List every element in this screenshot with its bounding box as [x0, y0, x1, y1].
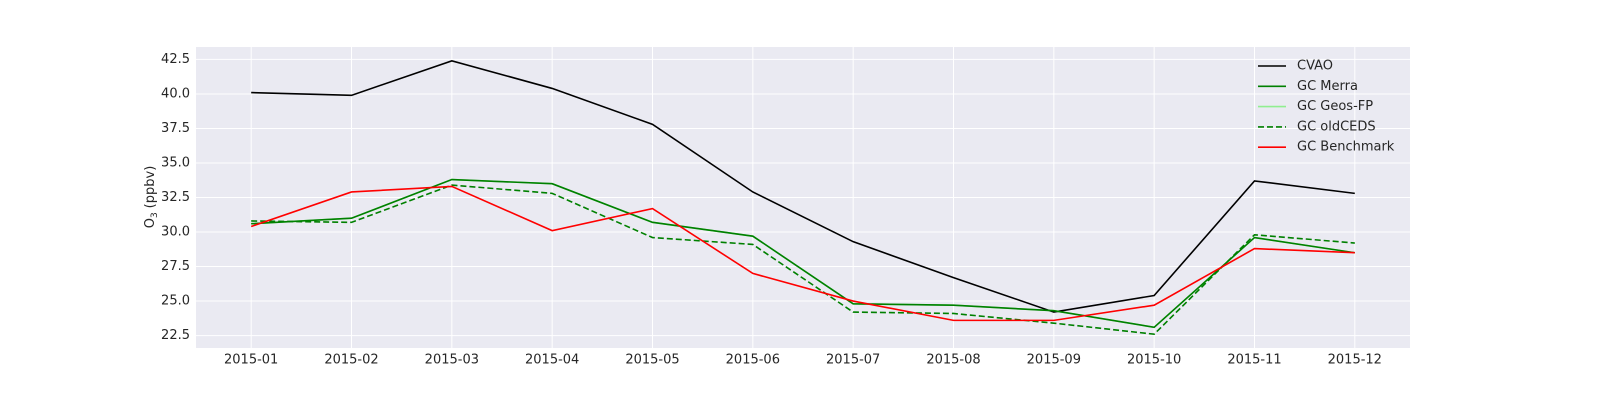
y-tick-label: 40.0	[161, 86, 190, 101]
y-tick-label: 37.5	[161, 121, 190, 136]
x-tick-label: 2015-08	[926, 353, 980, 368]
x-tick-label: 2015-06	[726, 353, 780, 368]
x-tick-label: 2015-01	[224, 353, 278, 368]
legend-label: CVAO	[1297, 59, 1333, 74]
y-tick-label: 25.0	[161, 294, 190, 309]
y-label-base: O	[143, 218, 158, 228]
y-tick-label: 30.0	[161, 225, 190, 240]
x-tick-label: 2015-07	[826, 353, 880, 368]
x-tick-label: 2015-04	[525, 353, 579, 368]
legend-label: GC Geos-FP	[1297, 99, 1373, 114]
y-tick-label: 35.0	[161, 155, 190, 170]
legend-label: GC oldCEDS	[1297, 119, 1376, 134]
legend-label: GC Merra	[1297, 79, 1358, 94]
x-tick-label: 2015-02	[324, 353, 378, 368]
y-tick-label: 27.5	[161, 259, 190, 274]
y-tick-label: 22.5	[161, 328, 190, 343]
y-tick-label: 32.5	[161, 190, 190, 205]
x-tick-label: 2015-09	[1027, 353, 1081, 368]
y-tick-label: 42.5	[161, 52, 190, 67]
series-line	[250, 185, 1355, 322]
legend-label: GC Benchmark	[1297, 140, 1395, 155]
series-line	[251, 178, 1355, 329]
y-axis-label: O3 (ppbv)	[143, 166, 160, 229]
x-tick-label: 2015-03	[425, 353, 479, 368]
x-tick-label: 2015-10	[1127, 353, 1181, 368]
x-tick-label: 2015-05	[625, 353, 679, 368]
x-tick-label: 2015-11	[1227, 353, 1281, 368]
series-line	[251, 184, 1355, 336]
series-line	[251, 59, 1355, 313]
y-label-unit: (ppbv)	[143, 166, 158, 209]
y-label-sub: 3	[150, 212, 160, 218]
x-tick-label: 2015-12	[1328, 353, 1382, 368]
